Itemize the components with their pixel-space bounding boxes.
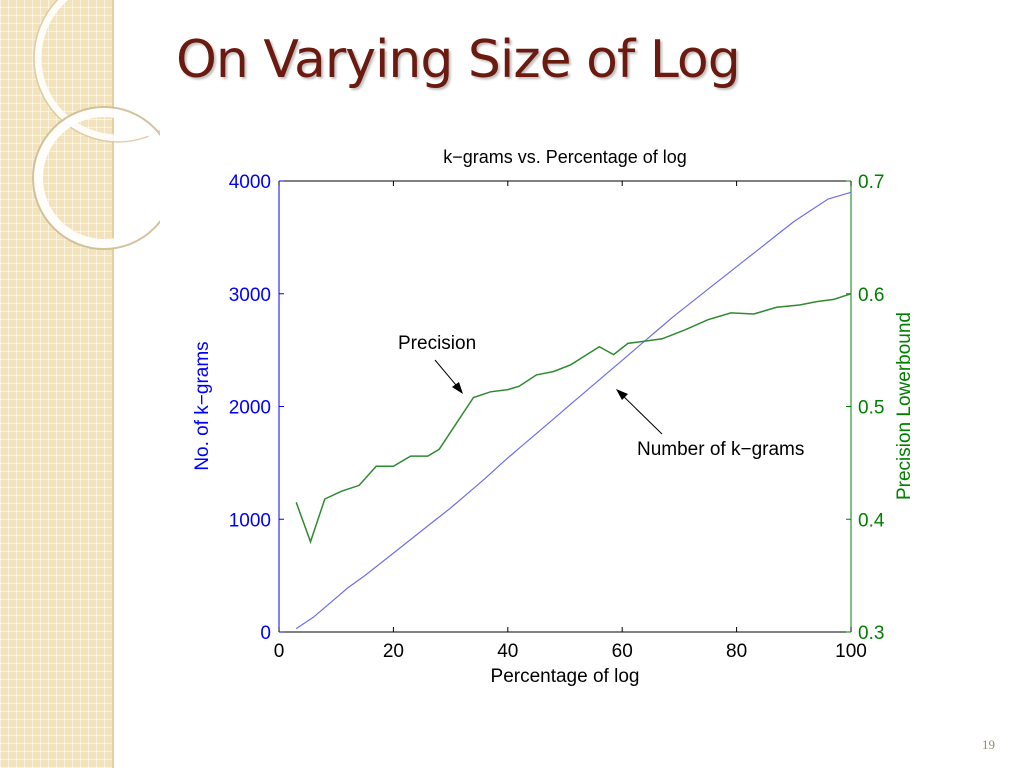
slide-title: On Varying Size of Log (176, 30, 741, 90)
left-tick-label: 0 (260, 623, 271, 644)
left-tick-label: 2000 (229, 398, 271, 419)
right-tick-label: 0.7 (858, 172, 884, 193)
x-axis-label: Percentage of log (491, 666, 640, 687)
x-axis-ticks: 0 20 40 60 80 100 (274, 181, 867, 662)
page-number: 19 (982, 737, 995, 752)
decorative-rings (32, 0, 160, 250)
right-tick-label: 0.6 (858, 285, 884, 306)
x-tick-label: 60 (612, 641, 633, 662)
plot-area (279, 181, 851, 632)
annotation-precision-arrow (434, 359, 463, 394)
left-tick-label: 3000 (229, 285, 271, 306)
left-axis-label: No. of k−grams (192, 341, 213, 470)
x-tick-label: 80 (726, 641, 747, 662)
left-axis-ticks: 0 1000 2000 3000 4000 (229, 172, 284, 644)
left-tick-label: 4000 (229, 172, 271, 193)
right-tick-label: 0.3 (858, 623, 884, 644)
x-tick-label: 20 (383, 641, 404, 662)
right-axis-ticks: 0.3 0.4 0.5 0.6 0.7 (846, 172, 885, 644)
chart-title: k−grams vs. Percentage of log (443, 147, 687, 167)
precision-series-line (295, 293, 852, 545)
x-tick-label: 0 (274, 641, 285, 662)
annotation-kgrams-arrow (616, 389, 663, 435)
left-tick-label: 1000 (229, 510, 271, 531)
x-tick-label: 100 (835, 641, 867, 662)
kgrams-series-line (295, 191, 852, 630)
sidebar-edge (112, 0, 114, 768)
right-tick-label: 0.4 (858, 510, 885, 531)
annotation-precision-label: Precision (398, 333, 476, 354)
x-tick-label: 40 (497, 641, 518, 662)
right-tick-label: 0.5 (858, 398, 884, 419)
kgrams-precision-chart: 0 20 40 60 80 100 0 1000 2000 3000 4000 0.3 0.4 0.5… (192, 147, 915, 687)
right-axis-label: Precision Lowerbound (894, 312, 915, 500)
annotation-kgrams-label: Number of k−grams (637, 439, 804, 460)
